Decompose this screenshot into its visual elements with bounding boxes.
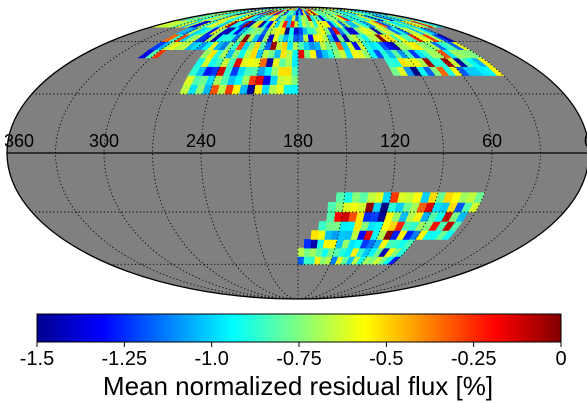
sky-cell <box>326 211 336 222</box>
mollweide-map: 360 300 240 180 120 60 0 <box>4 6 587 300</box>
sky-cell <box>297 49 305 59</box>
sky-cell <box>290 84 299 95</box>
colorbar-label: Mean normalized residual flux [%] <box>103 371 493 401</box>
sky-cell <box>284 57 293 67</box>
colorbar-gradient <box>36 313 562 343</box>
colorbar-tick-label: -1.5 <box>20 348 54 370</box>
sky-cell <box>282 84 292 95</box>
longitude-tick-label: 360 <box>4 131 34 151</box>
colorbar: -1.5 -1.25 -1.0 -0.75 -0.5 -0.25 0 Mean normal… <box>20 313 567 401</box>
longitude-tick-label: 120 <box>380 131 410 151</box>
sky-cell <box>327 202 337 213</box>
sky-cell <box>283 75 292 85</box>
sky-cell <box>335 192 346 203</box>
longitude-tick-label: 60 <box>482 131 502 151</box>
sky-cell <box>350 192 361 203</box>
sky-cell <box>303 239 312 249</box>
colorbar-tick-label: -1.0 <box>194 348 228 370</box>
colorbar-tick-label: -0.25 <box>451 348 497 370</box>
sky-cell <box>290 75 299 85</box>
sky-cell <box>275 84 285 95</box>
longitude-tick-label: 240 <box>186 131 216 151</box>
longitude-tick-label: 300 <box>89 131 119 151</box>
sky-cell <box>297 33 304 43</box>
colorbar-tick-label: -0.5 <box>369 348 403 370</box>
sky-cell <box>302 256 310 265</box>
sky-cell <box>276 75 285 85</box>
sky-cell <box>343 192 353 203</box>
colorbar-tick-label: 0 <box>555 348 566 370</box>
sky-cell <box>292 33 299 43</box>
sky-cell <box>297 20 303 28</box>
sky-cell <box>302 33 309 43</box>
colorbar-tick-label: -0.75 <box>276 348 322 370</box>
sky-cell <box>283 66 292 76</box>
sky-cell <box>318 221 327 231</box>
longitude-tick-labels: 360 300 240 180 120 60 0 <box>4 131 587 151</box>
sky-cell <box>268 84 277 95</box>
sky-cell <box>297 14 302 22</box>
colorbar-tick-label: -1.25 <box>102 348 148 370</box>
map-border <box>6 6 587 300</box>
sky-cell <box>303 247 311 257</box>
sky-cell <box>290 66 299 76</box>
sky-cell <box>291 49 299 59</box>
sky-cell <box>317 230 326 240</box>
sky-cell <box>297 256 305 265</box>
sky-cell <box>297 26 304 35</box>
sky-cell <box>303 49 311 59</box>
longitude-tick-label: 180 <box>283 131 313 151</box>
sky-cell <box>297 247 305 257</box>
longitude-tick-label: 0 <box>584 131 587 151</box>
sky-cell <box>309 239 318 249</box>
sky-cell <box>297 41 305 50</box>
sky-cell <box>291 57 299 67</box>
sky-cell <box>302 41 310 50</box>
sky-cell <box>291 41 299 50</box>
colorbar-ticks: -1.5 -1.25 -1.0 -0.75 -0.5 -0.25 0 <box>20 342 567 370</box>
sky-cell <box>310 230 319 240</box>
